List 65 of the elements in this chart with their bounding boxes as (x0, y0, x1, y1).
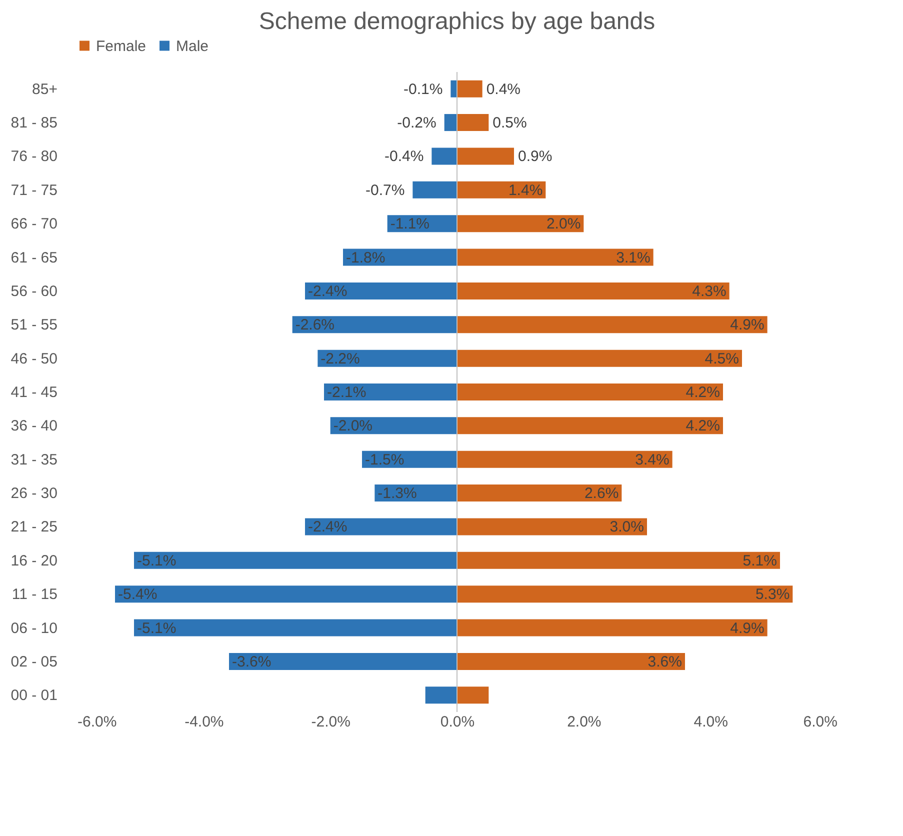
legend-label: Female (96, 38, 146, 55)
data-label: 5.3% (755, 586, 790, 604)
y-tick-label: 36 - 40 (10, 418, 58, 435)
data-label: 2.0% (546, 216, 581, 233)
x-tick-label: -2.0% (311, 714, 350, 730)
data-label: -5.1% (137, 552, 176, 570)
legend-label: Male (176, 38, 209, 55)
data-label: 2.6% (584, 485, 619, 502)
x-tick-label: 6.0% (803, 714, 838, 730)
y-tick-label: 02 - 05 (10, 653, 58, 670)
y-tick-label: 51 - 55 (10, 316, 58, 334)
data-label: -1.3% (378, 485, 417, 502)
y-tick-label: 16 - 20 (10, 552, 58, 570)
data-label: -0.1% (403, 80, 443, 98)
x-tick-label: -4.0% (184, 714, 224, 730)
data-label: 4.9% (730, 620, 764, 637)
y-tick-label: 81 - 85 (10, 114, 58, 132)
data-label: 4.9% (730, 316, 764, 334)
y-tick-label: 71 - 75 (10, 182, 58, 199)
chart-title: Scheme demographics by age bands (258, 8, 656, 35)
data-label: 4.2% (686, 384, 720, 401)
y-tick-label: 00 - 01 (10, 687, 58, 704)
data-label: -2.6% (295, 316, 335, 334)
data-label: 0.5% (492, 114, 527, 132)
x-tick-label: -6.0% (78, 714, 117, 730)
data-label: -3.6% (232, 653, 272, 670)
data-label: -2.1% (327, 384, 366, 401)
y-tick-label: 85+ (32, 80, 58, 98)
y-tick-label: 56 - 60 (10, 282, 58, 300)
data-label: 3.4% (635, 451, 670, 468)
y-tick-label: 61 - 65 (10, 249, 58, 266)
data-label: -0.7% (365, 182, 405, 199)
data-label: 0.4% (486, 80, 521, 98)
data-label: -1.5% (365, 451, 404, 468)
y-tick-label: 66 - 70 (10, 216, 58, 233)
x-tick-label: 4.0% (694, 714, 728, 730)
data-label: -5.4% (118, 586, 158, 604)
data-label: 5.1% (742, 552, 777, 570)
data-label: -2.4% (308, 282, 348, 300)
data-label: 3.6% (648, 653, 682, 670)
data-label: -2.2% (320, 350, 360, 368)
data-label: 1.4% (508, 182, 543, 199)
data-label: 0.9% (518, 148, 552, 166)
y-tick-label: 26 - 30 (10, 485, 58, 502)
x-tick-label: 2.0% (567, 714, 602, 730)
y-tick-label: 41 - 45 (10, 384, 58, 401)
data-label: 4.2% (686, 418, 720, 435)
data-label: -2.4% (308, 518, 348, 536)
data-label: 3.1% (616, 249, 650, 266)
y-tick-label: 06 - 10 (10, 620, 58, 637)
data-label: -2.0% (333, 418, 373, 435)
data-label: 4.5% (704, 350, 739, 368)
data-label: -5.1% (137, 620, 176, 637)
y-tick-label: 31 - 35 (10, 451, 58, 468)
data-label: -1.8% (346, 249, 386, 266)
data-label: -0.2% (397, 114, 436, 132)
data-label: -1.1% (390, 216, 430, 233)
y-tick-label: 21 - 25 (10, 518, 58, 536)
y-tick-label: 76 - 80 (10, 148, 58, 166)
y-tick-label: 11 - 15 (12, 586, 58, 604)
data-label: 4.3% (692, 282, 726, 300)
y-tick-label: 46 - 50 (10, 350, 58, 368)
data-label: -0.4% (384, 148, 424, 166)
x-tick-label: 0.0% (440, 714, 475, 730)
data-label: 3.0% (610, 518, 644, 536)
